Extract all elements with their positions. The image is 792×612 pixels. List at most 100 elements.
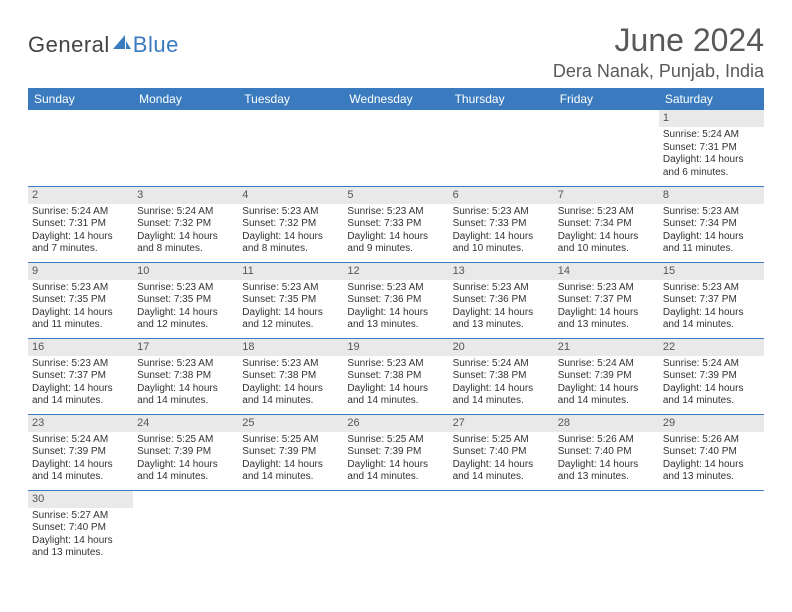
day-number: 18	[238, 339, 343, 356]
sunset-line: Sunset: 7:40 PM	[558, 446, 655, 459]
day-number: 8	[659, 187, 764, 204]
day-number: 1	[659, 110, 764, 127]
daylight-line: Daylight: 14 hours and 8 minutes.	[242, 231, 339, 256]
day-number: 14	[554, 263, 659, 280]
weekday-header: Saturday	[659, 88, 764, 110]
day-number: 23	[28, 415, 133, 432]
calendar-cell: 28Sunrise: 5:26 AMSunset: 7:40 PMDayligh…	[554, 414, 659, 490]
daylight-line: Daylight: 14 hours and 14 minutes.	[32, 459, 129, 484]
title-block: June 2024 Dera Nanak, Punjab, India	[553, 22, 764, 82]
sunset-line: Sunset: 7:37 PM	[663, 294, 760, 307]
calendar-row: 2Sunrise: 5:24 AMSunset: 7:31 PMDaylight…	[28, 186, 764, 262]
daylight-line: Daylight: 14 hours and 11 minutes.	[32, 307, 129, 332]
sunrise-line: Sunrise: 5:23 AM	[453, 282, 550, 295]
day-number: 15	[659, 263, 764, 280]
sunset-line: Sunset: 7:32 PM	[137, 218, 234, 231]
sunrise-line: Sunrise: 5:23 AM	[137, 358, 234, 371]
day-body: Sunrise: 5:23 AMSunset: 7:36 PMDaylight:…	[343, 280, 448, 334]
day-number: 17	[133, 339, 238, 356]
sail-icon	[112, 32, 132, 58]
sunset-line: Sunset: 7:33 PM	[347, 218, 444, 231]
day-body: Sunrise: 5:23 AMSunset: 7:33 PMDaylight:…	[343, 204, 448, 258]
daylight-line: Daylight: 14 hours and 13 minutes.	[453, 307, 550, 332]
calendar-cell: 23 Sunrise: 5:24 AMSunset: 7:39 PMDayligh…	[28, 414, 133, 490]
day-number: 22	[659, 339, 764, 356]
brand-part2: Blue	[133, 32, 179, 58]
day-body: Sunrise: 5:23 AMSunset: 7:34 PMDaylight:…	[659, 204, 764, 258]
calendar-cell-empty	[133, 490, 238, 566]
calendar-cell: 12Sunrise: 5:23 AMSunset: 7:36 PMDayligh…	[343, 262, 448, 338]
daylight-line: Daylight: 14 hours and 9 minutes.	[347, 231, 444, 256]
day-body: Sunrise: 5:23 AMSunset: 7:35 PMDaylight:…	[28, 280, 133, 334]
sunrise-line: Sunrise: 5:23 AM	[663, 282, 760, 295]
daylight-line: Daylight: 14 hours and 6 minutes.	[663, 154, 760, 179]
sunset-line: Sunset: 7:40 PM	[663, 446, 760, 459]
day-body: Sunrise: 5:23 AMSunset: 7:32 PMDaylight:…	[238, 204, 343, 258]
sunset-line: Sunset: 7:34 PM	[558, 218, 655, 231]
calendar-cell: 5Sunrise: 5:23 AMSunset: 7:33 PMDaylight…	[343, 186, 448, 262]
calendar-cell-empty	[238, 490, 343, 566]
weekday-header: Friday	[554, 88, 659, 110]
day-body: Sunrise: 5:23 AMSunset: 7:38 PMDaylight:…	[133, 356, 238, 410]
daylight-line: Daylight: 14 hours and 13 minutes.	[558, 307, 655, 332]
sunset-line: Sunset: 7:31 PM	[32, 218, 129, 231]
day-body: Sunrise: 5:24 AMSunset: 7:31 PMDaylight:…	[28, 204, 133, 258]
calendar-cell: 19Sunrise: 5:23 AMSunset: 7:38 PMDayligh…	[343, 338, 448, 414]
calendar-cell: 17Sunrise: 5:23 AMSunset: 7:38 PMDayligh…	[133, 338, 238, 414]
calendar-cell: 15Sunrise: 5:23 AMSunset: 7:37 PMDayligh…	[659, 262, 764, 338]
sunset-line: Sunset: 7:39 PM	[242, 446, 339, 459]
day-number: 28	[554, 415, 659, 432]
calendar-cell: 7Sunrise: 5:23 AMSunset: 7:34 PMDaylight…	[554, 186, 659, 262]
calendar-row: 1Sunrise: 5:24 AMSunset: 7:31 PMDaylight…	[28, 110, 764, 186]
sunset-line: Sunset: 7:40 PM	[32, 522, 129, 535]
daylight-line: Daylight: 14 hours and 14 minutes.	[242, 383, 339, 408]
sunset-line: Sunset: 7:32 PM	[242, 218, 339, 231]
sunset-line: Sunset: 7:39 PM	[32, 446, 129, 459]
calendar-cell-empty	[449, 490, 554, 566]
calendar-cell: 18Sunrise: 5:23 AMSunset: 7:38 PMDayligh…	[238, 338, 343, 414]
sunset-line: Sunset: 7:39 PM	[137, 446, 234, 459]
sunset-line: Sunset: 7:35 PM	[242, 294, 339, 307]
sunrise-line: Sunrise: 5:23 AM	[32, 358, 129, 371]
daylight-line: Daylight: 14 hours and 14 minutes.	[663, 383, 760, 408]
sunset-line: Sunset: 7:37 PM	[558, 294, 655, 307]
sunrise-line: Sunrise: 5:24 AM	[32, 206, 129, 219]
sunrise-line: Sunrise: 5:23 AM	[663, 206, 760, 219]
header: General Blue June 2024 Dera Nanak, Punja…	[28, 22, 764, 82]
sunrise-line: Sunrise: 5:24 AM	[32, 434, 129, 447]
location: Dera Nanak, Punjab, India	[553, 61, 764, 82]
calendar-cell: 16Sunrise: 5:23 AMSunset: 7:37 PMDayligh…	[28, 338, 133, 414]
sunset-line: Sunset: 7:33 PM	[453, 218, 550, 231]
weekday-header: Thursday	[449, 88, 554, 110]
calendar-cell: 20Sunrise: 5:24 AMSunset: 7:38 PMDayligh…	[449, 338, 554, 414]
calendar-row: 16Sunrise: 5:23 AMSunset: 7:37 PMDayligh…	[28, 338, 764, 414]
brand-logo: General Blue	[28, 22, 179, 58]
day-body: Sunrise: 5:23 AMSunset: 7:38 PMDaylight:…	[343, 356, 448, 410]
day-number: 7	[554, 187, 659, 204]
calendar-cell-empty	[343, 490, 448, 566]
daylight-line: Daylight: 14 hours and 14 minutes.	[347, 459, 444, 484]
day-number: 11	[238, 263, 343, 280]
sunrise-line: Sunrise: 5:23 AM	[558, 282, 655, 295]
daylight-line: Daylight: 14 hours and 14 minutes.	[137, 459, 234, 484]
sunrise-line: Sunrise: 5:25 AM	[242, 434, 339, 447]
page: General Blue June 2024 Dera Nanak, Punja…	[0, 0, 792, 576]
sunset-line: Sunset: 7:38 PM	[347, 370, 444, 383]
day-body: Sunrise: 5:23 AMSunset: 7:36 PMDaylight:…	[449, 280, 554, 334]
day-number: 29	[659, 415, 764, 432]
sunset-line: Sunset: 7:35 PM	[137, 294, 234, 307]
day-number: 5	[343, 187, 448, 204]
calendar-cell-empty	[133, 110, 238, 186]
day-body: Sunrise: 5:23 AMSunset: 7:38 PMDaylight:…	[238, 356, 343, 410]
day-body: Sunrise: 5:23 AMSunset: 7:33 PMDaylight:…	[449, 204, 554, 258]
sunrise-line: Sunrise: 5:27 AM	[32, 510, 129, 523]
day-body: Sunrise: 5:24 AMSunset: 7:31 PMDaylight:…	[659, 127, 764, 181]
daylight-line: Daylight: 14 hours and 10 minutes.	[453, 231, 550, 256]
calendar-cell: 9Sunrise: 5:23 AMSunset: 7:35 PMDaylight…	[28, 262, 133, 338]
daylight-line: Daylight: 14 hours and 10 minutes.	[558, 231, 655, 256]
day-body: Sunrise: 5:25 AMSunset: 7:39 PMDaylight:…	[133, 432, 238, 486]
calendar-cell: 22Sunrise: 5:24 AMSunset: 7:39 PMDayligh…	[659, 338, 764, 414]
calendar-cell: 27Sunrise: 5:25 AMSunset: 7:40 PMDayligh…	[449, 414, 554, 490]
daylight-line: Daylight: 14 hours and 13 minutes.	[347, 307, 444, 332]
daylight-line: Daylight: 14 hours and 14 minutes.	[453, 383, 550, 408]
